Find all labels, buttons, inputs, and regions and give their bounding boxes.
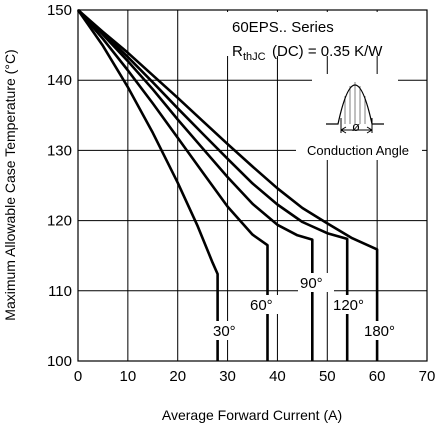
waveform-hatch [344, 82, 366, 124]
conduction-symbol: ø [352, 119, 360, 134]
y-tick-labels: 100 110 120 130 140 150 [47, 2, 72, 370]
y-tick-label: 150 [47, 2, 72, 19]
series-line-1 [76, 9, 219, 361]
conduction-label: Conduction Angle [307, 143, 409, 158]
series-lines [76, 9, 379, 361]
x-tick-label: 0 [74, 368, 82, 385]
x-tick-label: 70 [419, 368, 436, 385]
series-line-4 [77, 9, 349, 361]
y-tick-label: 100 [47, 353, 72, 370]
x-tick-label: 60 [369, 368, 386, 385]
x-axis-label: Average Forward Current (A) [162, 407, 342, 423]
rth-symbol: R [232, 43, 243, 60]
series-label-3: 90° [300, 275, 323, 292]
conduction-label-background [296, 140, 422, 160]
series-line-5 [77, 9, 379, 361]
x-tick-label: 10 [120, 368, 137, 385]
y-axis-label: Maximum Allowable Case Temperature (°C) [2, 49, 18, 320]
series-labels: 30° 60° 90° 120°180° [211, 273, 398, 340]
series-line-2 [77, 9, 269, 361]
y-tick-label: 140 [47, 72, 72, 89]
series-label-background [248, 295, 284, 314]
rth-condition: (DC) = 0.35 K/W [272, 43, 383, 60]
plot-frame [77, 9, 428, 362]
series-label-background [362, 321, 398, 340]
x-tick-label: 50 [319, 368, 336, 385]
series-label-5: 180° [364, 323, 395, 340]
y-tick-label: 110 [48, 283, 72, 300]
x-tick-label: 20 [169, 368, 186, 385]
annotation-background [205, 12, 415, 56]
series-label-background [211, 321, 247, 340]
series-label-background [298, 273, 334, 292]
rth-subscript: thJC [243, 51, 266, 63]
x-tick-labels: 0 10 20 30 40 50 60 70 [74, 368, 436, 385]
series-label-1: 30° [213, 323, 236, 340]
angle-arrow [340, 126, 373, 134]
series-line-3 [77, 9, 314, 361]
series-label-4: 120° [333, 297, 364, 314]
y-tick-label: 120 [47, 213, 72, 230]
x-tick-label: 40 [269, 368, 286, 385]
y-tick-label: 130 [47, 142, 72, 159]
x-tick-label: 30 [219, 368, 236, 385]
series-label-2: 60° [250, 297, 273, 314]
series-label-background [331, 295, 367, 314]
series-title: 60EPS.. Series [232, 19, 334, 36]
